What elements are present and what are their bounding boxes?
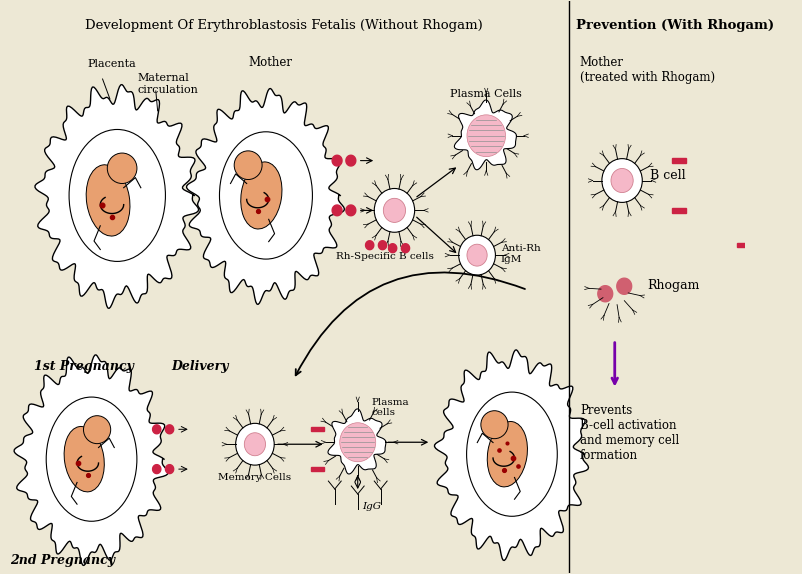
Polygon shape bbox=[311, 467, 324, 471]
Polygon shape bbox=[14, 355, 168, 565]
Text: Mother: Mother bbox=[249, 56, 293, 69]
Ellipse shape bbox=[86, 165, 130, 236]
Text: Memory Cells: Memory Cells bbox=[218, 473, 291, 482]
Polygon shape bbox=[672, 208, 686, 213]
Ellipse shape bbox=[602, 158, 642, 203]
Polygon shape bbox=[332, 205, 342, 216]
Text: Plasma
cells: Plasma cells bbox=[371, 398, 409, 417]
Polygon shape bbox=[328, 409, 386, 474]
Polygon shape bbox=[672, 158, 686, 163]
Polygon shape bbox=[737, 243, 750, 247]
Ellipse shape bbox=[64, 426, 104, 492]
Ellipse shape bbox=[220, 132, 313, 259]
Text: Rh-Specific B cells: Rh-Specific B cells bbox=[336, 252, 434, 261]
Ellipse shape bbox=[241, 162, 282, 229]
Polygon shape bbox=[165, 425, 174, 434]
Ellipse shape bbox=[340, 422, 375, 461]
Polygon shape bbox=[435, 350, 589, 560]
Text: Development Of Erythroblastosis Fetalis (Without Rhogam): Development Of Erythroblastosis Fetalis … bbox=[86, 20, 483, 32]
Ellipse shape bbox=[467, 244, 487, 266]
Text: Prevents
B-cell activation
and memory cell
formation: Prevents B-cell activation and memory ce… bbox=[580, 405, 679, 463]
Ellipse shape bbox=[611, 169, 634, 192]
Text: B cell: B cell bbox=[650, 169, 685, 182]
Text: Placenta: Placenta bbox=[87, 59, 136, 69]
Text: 1st Pregnancy: 1st Pregnancy bbox=[34, 360, 134, 373]
Ellipse shape bbox=[234, 151, 262, 180]
Ellipse shape bbox=[245, 433, 265, 456]
Ellipse shape bbox=[467, 115, 505, 157]
Ellipse shape bbox=[459, 235, 496, 275]
Text: Prevention (With Rhogam): Prevention (With Rhogam) bbox=[576, 20, 774, 32]
Ellipse shape bbox=[107, 153, 137, 184]
Polygon shape bbox=[152, 425, 161, 434]
Ellipse shape bbox=[481, 411, 508, 439]
Text: Rhogam: Rhogam bbox=[647, 278, 699, 292]
Polygon shape bbox=[152, 464, 161, 474]
Polygon shape bbox=[366, 241, 374, 250]
Polygon shape bbox=[311, 427, 324, 431]
Ellipse shape bbox=[69, 130, 165, 261]
Text: Plasma Cells: Plasma Cells bbox=[450, 89, 522, 99]
Polygon shape bbox=[783, 246, 796, 250]
Text: IgG: IgG bbox=[363, 502, 381, 511]
Ellipse shape bbox=[383, 199, 406, 222]
Text: 2nd Pregnancy: 2nd Pregnancy bbox=[10, 554, 115, 567]
Polygon shape bbox=[346, 205, 356, 216]
Ellipse shape bbox=[47, 397, 137, 521]
Polygon shape bbox=[346, 155, 356, 166]
Ellipse shape bbox=[488, 421, 528, 487]
Polygon shape bbox=[454, 100, 516, 170]
Text: Maternal
circulation: Maternal circulation bbox=[137, 73, 198, 95]
Polygon shape bbox=[597, 286, 613, 302]
Polygon shape bbox=[617, 278, 632, 294]
Polygon shape bbox=[401, 244, 410, 253]
Polygon shape bbox=[379, 241, 387, 250]
Ellipse shape bbox=[236, 424, 274, 465]
Polygon shape bbox=[332, 155, 342, 166]
Polygon shape bbox=[388, 244, 397, 253]
Text: Delivery: Delivery bbox=[171, 360, 229, 373]
Text: Mother
(treated with Rhogam): Mother (treated with Rhogam) bbox=[580, 56, 715, 84]
Ellipse shape bbox=[375, 188, 415, 232]
Ellipse shape bbox=[467, 392, 557, 516]
Polygon shape bbox=[35, 84, 199, 308]
Ellipse shape bbox=[83, 416, 111, 444]
Polygon shape bbox=[165, 464, 174, 474]
Polygon shape bbox=[187, 88, 344, 304]
Text: Anti-Rh
IgM: Anti-Rh IgM bbox=[501, 244, 541, 263]
